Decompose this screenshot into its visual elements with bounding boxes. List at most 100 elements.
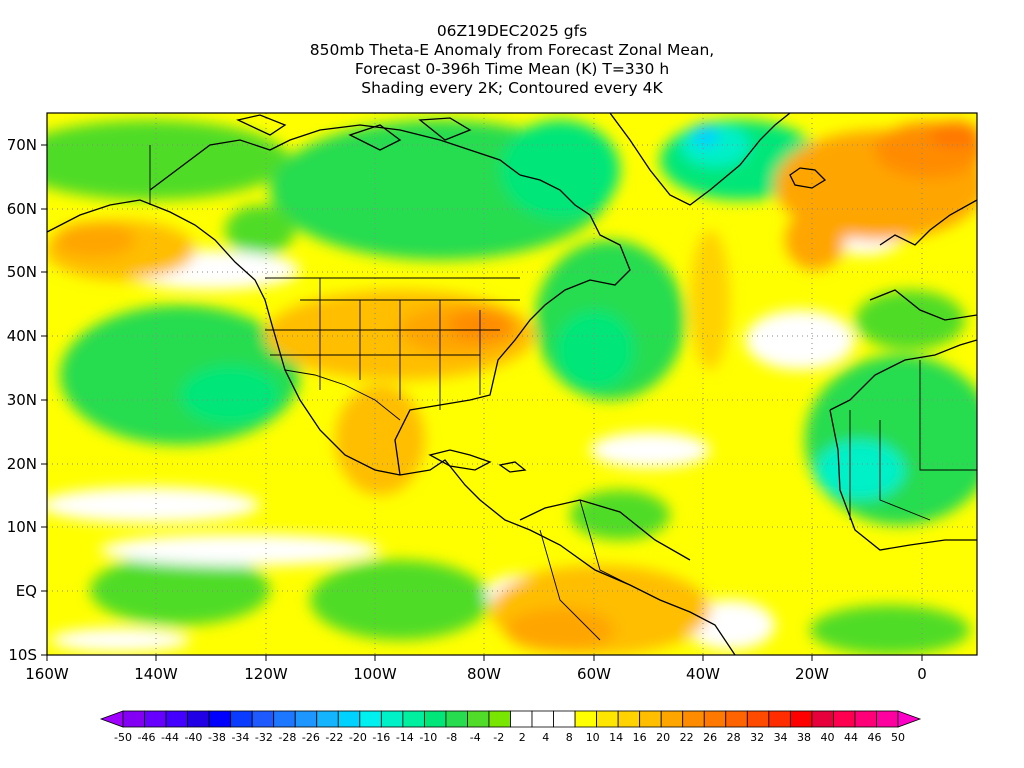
colorbar-label: -2: [493, 731, 504, 744]
colorbar-label: -32: [255, 731, 273, 744]
lat-labels: 70N 60N 50N 40N 30N 20N 10N EQ 10S: [7, 136, 37, 664]
lon-label: 0: [917, 665, 927, 683]
colorbar-box: [639, 710, 662, 728]
colorbar-box: [510, 710, 533, 728]
colorbar-box: [617, 710, 641, 728]
colorbar-label: -22: [325, 731, 343, 744]
colorbar-label: 8: [566, 731, 573, 744]
colorbar-box: [596, 710, 619, 728]
lon-label: 100W: [353, 665, 397, 683]
colorbar-label: 10: [586, 731, 600, 744]
colorbar-label: -20: [349, 731, 367, 744]
lat-label: 10N: [7, 518, 37, 536]
plot-frame: [46, 112, 978, 656]
lat-label: 70N: [7, 136, 37, 154]
colorbar-label: -40: [184, 731, 202, 744]
colorbar-box: [488, 710, 511, 728]
colorbar-box: [660, 710, 684, 728]
colorbar-label: 26: [703, 731, 717, 744]
lat-label: 30N: [7, 391, 37, 409]
colorbar-label: -26: [302, 731, 320, 744]
colorbar-box: [876, 710, 899, 728]
colorbar-box: [273, 710, 296, 728]
colorbar-label: 34: [774, 731, 788, 744]
colorbar-label: 46: [868, 731, 882, 744]
colorbar-box: [833, 710, 856, 728]
colorbar-box: [531, 710, 554, 728]
lat-label: 40N: [7, 327, 37, 345]
colorbar-label: 44: [844, 731, 858, 744]
colorbar-label: -28: [278, 731, 296, 744]
graticule: [47, 113, 977, 655]
colorbar-label: 50: [891, 731, 905, 744]
colorbar-box: [682, 710, 705, 728]
colorbar-label: -44: [161, 731, 179, 744]
colorbar-label: 2: [519, 731, 526, 744]
colorbar-box: [230, 710, 253, 728]
colorbar-box: [359, 710, 382, 728]
colorbar-label: 20: [656, 731, 670, 744]
political-boundaries: [149, 145, 977, 641]
colorbar-right-arrow: [897, 710, 922, 728]
colorbar-box: [122, 710, 145, 728]
title-line-2: 850mb Theta-E Anomaly from Forecast Zona…: [309, 41, 715, 59]
colorbar-box: [380, 710, 404, 728]
title-line-4: Shading every 2K; Contoured every 4K: [361, 79, 663, 97]
lon-label: 80W: [467, 665, 501, 683]
colorbar-label: -14: [396, 731, 414, 744]
lat-label: 20N: [7, 455, 37, 473]
lat-label: 60N: [7, 200, 37, 218]
axis-ticks: [41, 144, 923, 661]
lon-label: 60W: [577, 665, 611, 683]
lon-label: 140W: [134, 665, 178, 683]
colorbar-label: -34: [231, 731, 249, 744]
colorbar: -50 -46 -44 -40 -38 -34 -32 -28 -26 -22 -20 -16 -14-…: [99, 710, 922, 744]
colorbar-label: 22: [680, 731, 694, 744]
colorbar-box: [165, 710, 188, 728]
colorbar-box: [574, 710, 598, 728]
colorbar-left-arrow: [99, 710, 124, 728]
colorbar-box: [467, 710, 490, 728]
lon-labels: 160W 140W 120W 100W 80W 60W 40W 20W 0: [25, 665, 927, 683]
colorbar-box: [725, 710, 748, 728]
lat-label: EQ: [16, 582, 37, 600]
colorbar-box: [703, 710, 727, 728]
lat-label: 10S: [8, 646, 37, 664]
colorbar-box: [789, 710, 813, 728]
colorbar-box: [423, 710, 447, 728]
lon-label: 160W: [25, 665, 69, 683]
map-title: 06Z19DEC2025 gfs 850mb Theta-E Anomaly f…: [0, 22, 1024, 98]
colorbar-label: 14: [609, 731, 623, 744]
coastlines: [47, 113, 977, 655]
colorbar-box: [208, 710, 232, 728]
colorbar-box: [294, 710, 318, 728]
colorbar-label: -4: [470, 731, 481, 744]
colorbar-label: -10: [419, 731, 437, 744]
colorbar-label: -16: [372, 731, 390, 744]
colorbar-label: 28: [727, 731, 741, 744]
colorbar-label: 38: [797, 731, 811, 744]
colorbar-label: 16: [633, 731, 647, 744]
colorbar-box: [187, 710, 210, 728]
colorbar-box: [553, 710, 576, 728]
colorbar-box: [811, 710, 834, 728]
colorbar-box: [445, 710, 468, 728]
title-line-3: Forecast 0-396h Time Mean (K) T=330 h: [354, 60, 670, 78]
lon-label: 120W: [244, 665, 288, 683]
colorbar-label: 4: [542, 731, 549, 744]
colorbar-box: [746, 710, 770, 728]
lat-label: 50N: [7, 263, 37, 281]
colorbar-label: -46: [138, 731, 156, 744]
colorbar-label: -38: [208, 731, 226, 744]
colorbar-label: 32: [750, 731, 764, 744]
colorbar-label: -50: [114, 731, 132, 744]
colorbar-box: [402, 710, 425, 728]
title-line-1: 06Z19DEC2025 gfs: [436, 22, 588, 40]
colorbar-box: [316, 710, 339, 728]
colorbar-box: [337, 710, 361, 728]
colorbar-label: -8: [446, 731, 457, 744]
lon-label: 20W: [795, 665, 829, 683]
anomaly-shading: [47, 113, 977, 655]
colorbar-label: 40: [821, 731, 835, 744]
